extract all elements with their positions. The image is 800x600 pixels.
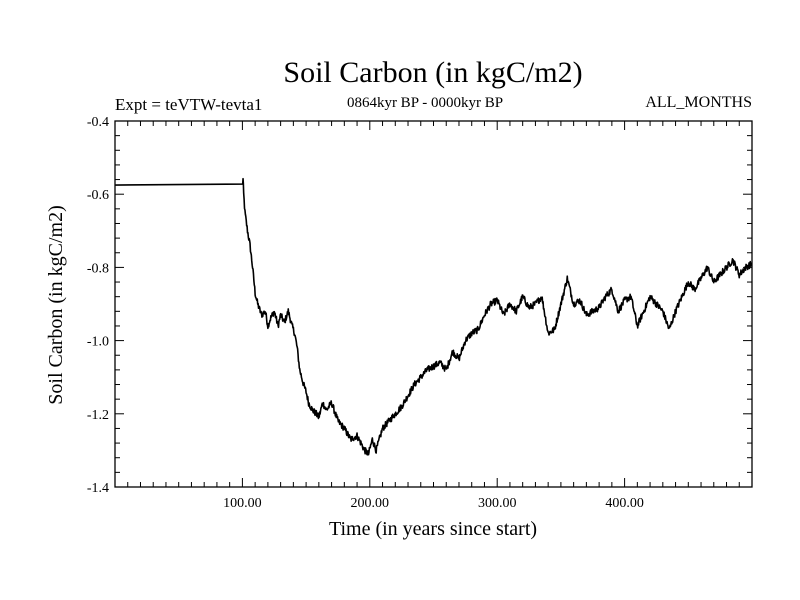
x-axis-label: Time (in years since start) [329, 518, 537, 540]
y-tick-label: -1.2 [87, 408, 109, 423]
y-tick-label: -1.0 [87, 335, 109, 350]
x-tick-label: 200.00 [351, 496, 390, 511]
series-line [114, 177, 753, 456]
x-tick-label: 300.00 [478, 496, 517, 511]
plot-area: 100.00 200.00 300.00 400.00 -1.4 -1.2 -1.0 -0.8… [87, 115, 753, 511]
chart-title: Soil Carbon (in kgC/m2) [283, 56, 582, 89]
period-label: 0864kyr BP - 0000kyr BP [347, 95, 503, 111]
months-label: ALL_MONTHS [645, 94, 752, 111]
y-tick-label: -0.8 [87, 261, 109, 276]
y-tick-label: -0.6 [87, 188, 109, 203]
experiment-label: Expt = teVTW-tevta1 [115, 95, 262, 114]
y-tick-label: -1.4 [87, 481, 109, 496]
y-tick-label: -0.4 [87, 115, 109, 130]
y-axis-label: Soil Carbon (in kgC/m2) [45, 205, 67, 404]
x-tick-label: 100.00 [223, 496, 262, 511]
x-tick-label: 400.00 [605, 496, 644, 511]
